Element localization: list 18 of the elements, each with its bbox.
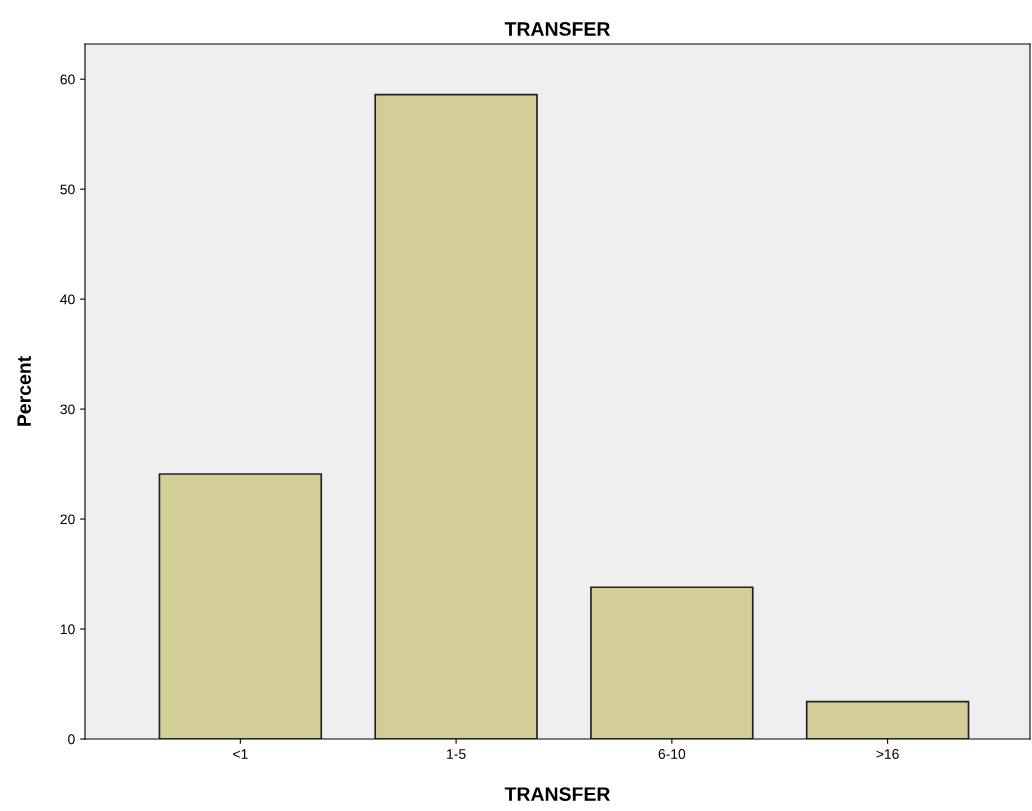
bar [590,586,754,739]
x-tick-label: 1-5 [447,749,466,759]
y-axis-title: Percent [17,356,31,426]
y-tick-label: 0 [68,734,75,745]
bar [158,473,323,739]
x-tick-label: <1 [233,749,248,759]
y-tick-label: 40 [60,294,75,305]
y-tick-label: 30 [60,404,75,415]
bar [374,93,538,739]
x-tick-label: 6-10 [658,749,686,759]
y-tick-label: 10 [60,624,75,635]
y-tick-label: 20 [60,514,75,525]
chart-title: TRANSFER [504,22,611,36]
y-tick-label: 50 [60,184,75,195]
bar [805,700,970,739]
x-axis-title: TRANSFER [504,787,611,801]
y-tick-label: 60 [60,74,75,85]
x-tick-label: >16 [876,749,899,759]
